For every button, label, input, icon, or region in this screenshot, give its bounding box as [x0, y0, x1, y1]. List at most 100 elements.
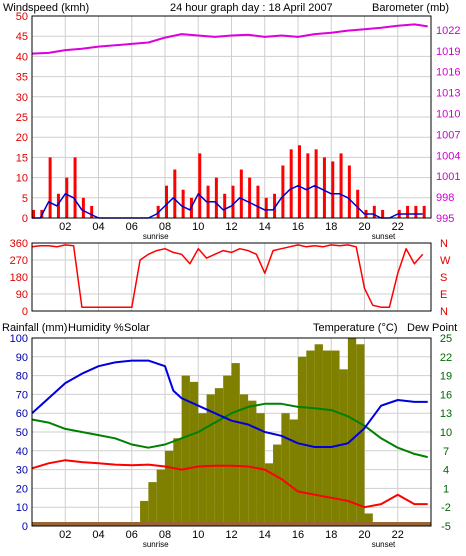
barometer-tick-label: 1013: [436, 88, 460, 100]
hour-tick-label: 20: [358, 221, 370, 233]
barometer-tick-label: 995: [436, 213, 454, 225]
hour-tick-label: 12: [225, 221, 237, 233]
rain-humidity-temp-panel: 0102030405060708090100-5-214710131619222…: [10, 333, 452, 549]
sunset-label: sunset: [372, 232, 396, 241]
solar-bar: [173, 438, 182, 526]
sunset-label: sunset: [372, 540, 396, 549]
wind-gust-bar: [181, 189, 185, 218]
humidity-tick-label: 30: [16, 465, 28, 477]
temperature-tick-label: 10: [440, 427, 452, 439]
hour-tick-label: 16: [292, 221, 304, 233]
humidity-tick-label: 10: [16, 502, 28, 514]
direction-tick-label: 0: [22, 306, 28, 318]
wind-gust-bar: [165, 185, 168, 218]
wind-gust-bar: [339, 153, 343, 218]
humidity-axis-label: Humidity %: [68, 322, 124, 334]
wind-gust-bar: [256, 185, 260, 218]
barometer-tick-label: 1010: [436, 109, 460, 121]
solar-bar: [189, 381, 199, 526]
barometer-line: [31, 23, 428, 55]
solar-axis-label: Solar: [124, 322, 150, 334]
solar-bar: [339, 369, 348, 526]
wind-barometer-panel: 0510152025303540455099599810011004100710…: [16, 11, 461, 241]
graph-title: 24 hour graph day : 18 April 2007: [170, 2, 333, 14]
wind-gust-bar: [331, 161, 335, 218]
solar-bar: [356, 344, 365, 526]
solar-bar: [347, 338, 357, 526]
barometer-axis-label: Barometer (mb): [372, 2, 449, 14]
hour-tick-label: 18: [325, 221, 337, 233]
solar-bar: [298, 356, 307, 526]
humidity-tick-label: 50: [16, 427, 28, 439]
sunrise-label: sunrise: [143, 232, 169, 241]
wind-gust-bar: [223, 193, 227, 218]
hour-tick-label: 04: [92, 529, 104, 541]
direction-tick-label: 90: [16, 289, 28, 301]
solar-bar: [273, 444, 282, 526]
hour-tick-label: 10: [192, 221, 204, 233]
wind-gust-bar: [239, 169, 243, 218]
direction-tick-label: 360: [10, 238, 28, 250]
compass-tick-label: W: [440, 255, 451, 267]
wind-gust-bar: [214, 177, 218, 218]
hour-tick-label: 14: [259, 221, 271, 233]
windspeed-tick-label: 0: [22, 213, 28, 225]
barometer-tick-label: 1019: [436, 46, 460, 58]
p1-frame: [31, 15, 432, 219]
barometer-tick-label: 1004: [436, 150, 460, 162]
windspeed-tick-label: 30: [16, 92, 28, 104]
windspeed-tick-label: 10: [16, 173, 28, 185]
wind-gust-bar: [264, 197, 268, 218]
temperature-tick-label: 19: [440, 371, 452, 383]
solar-bar: [206, 394, 215, 526]
solar-bar: [331, 350, 340, 526]
temperature-tick-label: 7: [443, 446, 449, 458]
solar-bar: [214, 388, 224, 526]
wind-gust-bar: [248, 177, 252, 218]
windspeed-tick-label: 15: [16, 152, 28, 164]
wind-gust-bar: [281, 165, 285, 218]
hour-tick-label: 08: [159, 221, 171, 233]
wind-gust-bar: [372, 205, 376, 218]
hour-tick-label: 14: [259, 529, 271, 541]
temperature-tick-label: 16: [440, 389, 452, 401]
temperature-line: [31, 402, 428, 459]
hour-tick-label: 10: [192, 529, 204, 541]
windspeed-axis-label: Windspeed (kmh): [3, 2, 89, 14]
temperature-tick-label: -2: [441, 502, 451, 514]
windspeed-tick-label: 35: [16, 72, 28, 84]
compass-tick-label: N: [440, 238, 448, 250]
hour-tick-label: 18: [325, 529, 337, 541]
temperature-tick-label: 25: [440, 333, 452, 345]
dewpoint-axis-label: Dew Point: [407, 322, 457, 334]
windspeed-tick-label: 50: [16, 11, 28, 23]
wind-gust-bar: [306, 153, 310, 218]
hour-tick-label: 22: [392, 529, 404, 541]
hour-tick-label: 06: [126, 221, 138, 233]
solar-bar: [322, 350, 332, 526]
rainfall-axis-label: Rainfall (mm): [2, 322, 67, 334]
average-wind-line: [32, 184, 423, 219]
wind-direction-line: [31, 244, 424, 308]
wind-gust-bar: [289, 149, 293, 218]
solar-bar: [140, 500, 149, 526]
humidity-tick-label: 40: [16, 446, 28, 458]
solar-bar: [281, 413, 290, 526]
temperature-tick-label: 13: [440, 408, 452, 420]
hour-tick-label: 20: [358, 529, 370, 541]
windspeed-tick-label: 20: [16, 132, 28, 144]
humidity-tick-label: 20: [16, 483, 28, 495]
wind-gust-bar: [347, 165, 351, 218]
barometer-tick-label: 1016: [436, 67, 460, 79]
solar-bar: [264, 463, 274, 526]
humidity-tick-label: 80: [16, 371, 28, 383]
wind-gust-bar: [422, 205, 426, 218]
wind-gust-bar: [314, 149, 318, 218]
solar-bar: [314, 344, 323, 526]
windspeed-tick-label: 25: [16, 112, 28, 124]
windspeed-tick-label: 40: [16, 51, 28, 63]
solar-bar: [306, 350, 315, 526]
humidity-tick-label: 100: [10, 333, 28, 345]
hour-tick-label: 06: [126, 529, 138, 541]
